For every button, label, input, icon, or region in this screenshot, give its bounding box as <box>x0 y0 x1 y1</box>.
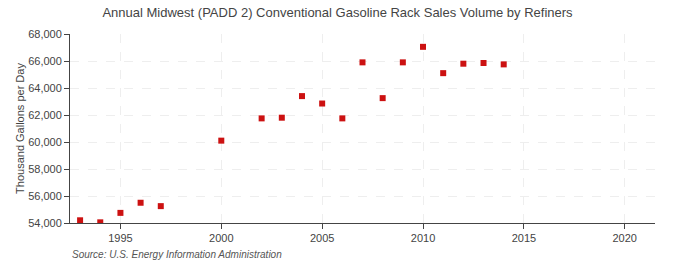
svg-text:66,000: 66,000 <box>28 55 62 67</box>
svg-text:54,000: 54,000 <box>28 217 62 229</box>
svg-text:62,000: 62,000 <box>28 109 62 121</box>
svg-text:1995: 1995 <box>108 232 132 244</box>
svg-text:64,000: 64,000 <box>28 82 62 94</box>
svg-text:58,000: 58,000 <box>28 163 62 175</box>
svg-text:68,000: 68,000 <box>28 28 62 40</box>
svg-text:2005: 2005 <box>310 232 334 244</box>
svg-text:2000: 2000 <box>209 232 233 244</box>
svg-text:Thousand Gallons per Day: Thousand Gallons per Day <box>14 63 26 194</box>
svg-text:60,000: 60,000 <box>28 136 62 148</box>
svg-text:Annual Midwest (PADD 2) Conven: Annual Midwest (PADD 2) Conventional Gas… <box>102 5 573 20</box>
svg-text:2015: 2015 <box>512 232 536 244</box>
svg-text:56,000: 56,000 <box>28 190 62 202</box>
svg-text:2010: 2010 <box>411 232 435 244</box>
svg-text:Source: U.S. Energy Informatio: Source: U.S. Energy Information Administ… <box>72 249 282 260</box>
svg-text:2020: 2020 <box>612 232 636 244</box>
